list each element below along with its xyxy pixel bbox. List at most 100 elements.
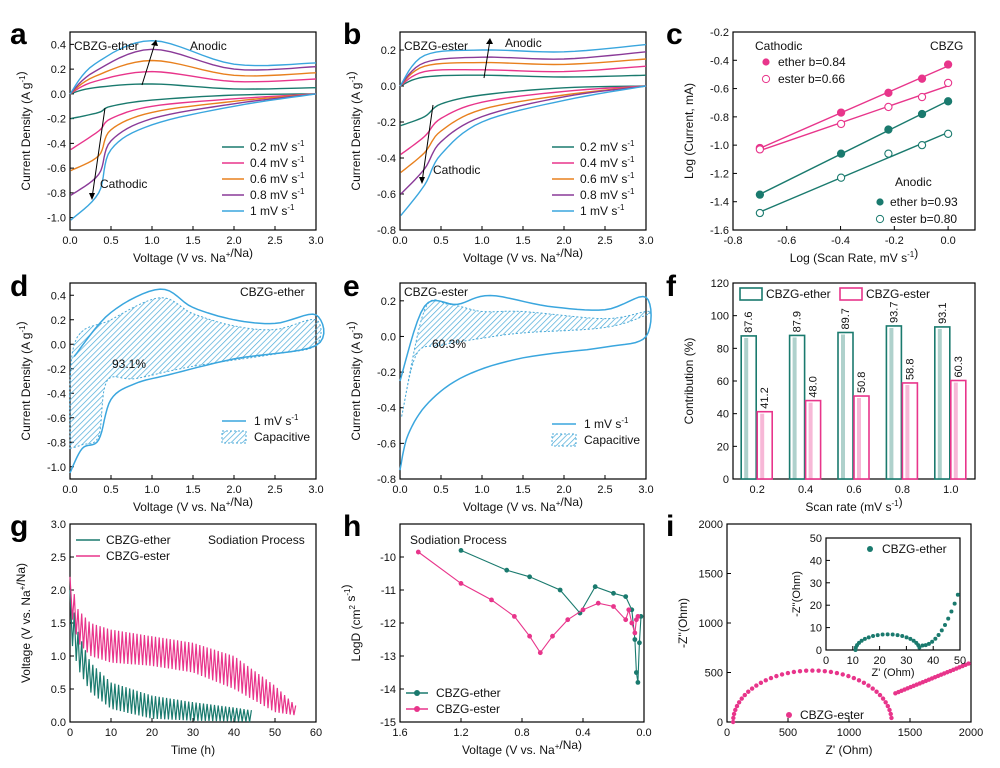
panel-d-ytick-label: -0.4 <box>47 388 66 400</box>
panel-f-bar-shade <box>889 327 894 479</box>
panel-i-point <box>874 689 879 694</box>
panel-h-point <box>635 680 641 685</box>
panel-c-corner-label: CBZG <box>930 39 963 53</box>
panel-i-point <box>816 668 821 673</box>
panel-a-legend-label: 1 mV s-1 <box>250 203 295 218</box>
panel-c-point <box>917 74 927 83</box>
panel-h-point <box>611 604 616 609</box>
panel-c-point <box>836 108 846 117</box>
panel-e-xtick-label: 1.5 <box>515 484 530 496</box>
panel-i-inset-point <box>866 635 871 640</box>
panel-d-ytick-label: -0.2 <box>47 364 66 376</box>
panel-i-xtick-label: 1000 <box>837 727 861 739</box>
panel-h-legend-label: CBZG-ether <box>436 686 501 700</box>
panel-a-legend-label: 0.8 mV s-1 <box>250 187 305 202</box>
panel-c-point <box>884 102 893 112</box>
panel-h-point <box>635 614 641 619</box>
panel-c-ytick-label: -1.4 <box>710 197 729 209</box>
panel-d-legend-swatch <box>221 430 247 444</box>
panel-i-point <box>768 675 774 681</box>
panel-i-inset-point <box>955 592 960 597</box>
panel-a-ytick-label: -0.8 <box>47 188 66 200</box>
panel-c-point <box>755 145 765 154</box>
panel-d-xtick-label: 0.0 <box>62 484 77 496</box>
panel-i-inset-xtick-label: 30 <box>900 655 912 667</box>
panel-f-data-label: 41.2 <box>759 387 771 408</box>
panel-b-series-cathodic <box>400 85 647 155</box>
panel-f-data-label: 89.7 <box>840 308 852 329</box>
panel-c-fit-line <box>759 85 949 152</box>
panel-i-inset-xtick-label: 50 <box>954 655 966 667</box>
panel-c-legend-marker <box>761 74 771 84</box>
panel-b-series-anodic <box>399 58 647 87</box>
panel-h-point <box>557 587 563 593</box>
panel-b-anodic-label: Anodic <box>505 36 542 50</box>
panel-i-point <box>846 673 851 679</box>
panel-i-xtick-label: 0 <box>724 727 730 739</box>
panel-d-ytick-label: 0.2 <box>51 315 66 327</box>
panel-f-xtick-label: 0.6 <box>846 484 861 496</box>
panel-i-inset-point <box>939 628 944 633</box>
panel-c-point <box>836 173 846 182</box>
panel-h-point <box>637 640 642 646</box>
panel-i-inset-point <box>859 638 864 643</box>
panel-i-inset-point <box>923 643 928 648</box>
panel-f-ytick-label: 120 <box>711 278 729 290</box>
panel-letter-e: e <box>343 270 360 303</box>
panel-a-xtick-label: 1.5 <box>185 235 200 247</box>
panel-c-ytick-label: -0.6 <box>710 84 729 96</box>
panel-g-series <box>69 589 252 723</box>
panel-i-ytick-label: 1000 <box>699 618 723 630</box>
panel-f-bar-shade <box>937 328 942 479</box>
panel-h-ytick-label: -14 <box>380 684 396 696</box>
panel-i-point <box>861 680 867 686</box>
panel-g-xtick-label: 20 <box>146 727 158 739</box>
panel-a-cathodic-arrowhead <box>89 193 95 200</box>
panel-h-point <box>504 567 510 573</box>
panel-c-ytick-label: -0.2 <box>710 27 729 39</box>
panel-f-xtick-label: 0.4 <box>798 484 813 496</box>
panel-c-ytick-label: -1.6 <box>710 225 729 237</box>
panel-letter-i: i <box>666 510 674 543</box>
panel-i-inset-point <box>871 634 876 639</box>
panel-g-ytick-label: 2.0 <box>51 585 66 597</box>
panel-f-xtick-label: 0.8 <box>895 484 910 496</box>
panel-c-ytick-label: -0.4 <box>710 55 729 67</box>
panel-f-bar-shade <box>808 402 813 479</box>
panel-i-point <box>856 678 862 683</box>
panel-b-anodic-arrow <box>483 39 491 79</box>
panel-d-legend-label: Capacitive <box>254 430 310 444</box>
panel-c-point <box>836 149 846 158</box>
panel-c-point <box>917 92 927 102</box>
panel-i-inset-point <box>885 632 890 637</box>
panel-a-series-cathodic <box>70 93 317 151</box>
panel-b-ytick-label: -0.2 <box>377 117 396 129</box>
panel-i-ytick-label: 0 <box>717 717 723 729</box>
panel-g-legend-label: CBZG-ether <box>106 533 171 547</box>
panel-f-bar <box>756 410 774 480</box>
panel-i-point <box>754 683 759 688</box>
panel-h-point <box>632 637 638 642</box>
panel-i-point <box>739 696 744 701</box>
panel-i-point <box>870 686 875 691</box>
panel-g-ytick-label: 0.5 <box>51 684 66 696</box>
panel-b-ytick-label: -0.8 <box>377 225 396 237</box>
panel-f-ytick-label: 100 <box>711 311 729 323</box>
panel-a-cathodic-arrow <box>91 107 106 199</box>
panel-a-corner-label: CBZG-ether <box>74 39 139 53</box>
panel-d-ytick-label: 0.0 <box>51 339 66 351</box>
panel-f-ytick-label: 80 <box>717 343 729 355</box>
panel-i-point <box>734 703 740 709</box>
panel-d-percent-label: 93.1% <box>112 357 146 371</box>
panel-f-ytick-label: 40 <box>717 409 729 421</box>
panel-a-ytick-label: -1.0 <box>47 213 66 225</box>
panel-letter-a: a <box>10 18 27 51</box>
panel-c-fit-line <box>759 100 949 195</box>
panel-f-bar-shade <box>841 334 845 479</box>
panel-h-point <box>415 549 421 555</box>
panel-d-xtick-label: 2.0 <box>226 484 241 496</box>
panel-h-series <box>460 549 642 683</box>
panel-i-point <box>877 692 883 698</box>
panel-c-legend-marker <box>876 198 884 206</box>
panel-a-xtick-label: 1.0 <box>144 235 159 247</box>
